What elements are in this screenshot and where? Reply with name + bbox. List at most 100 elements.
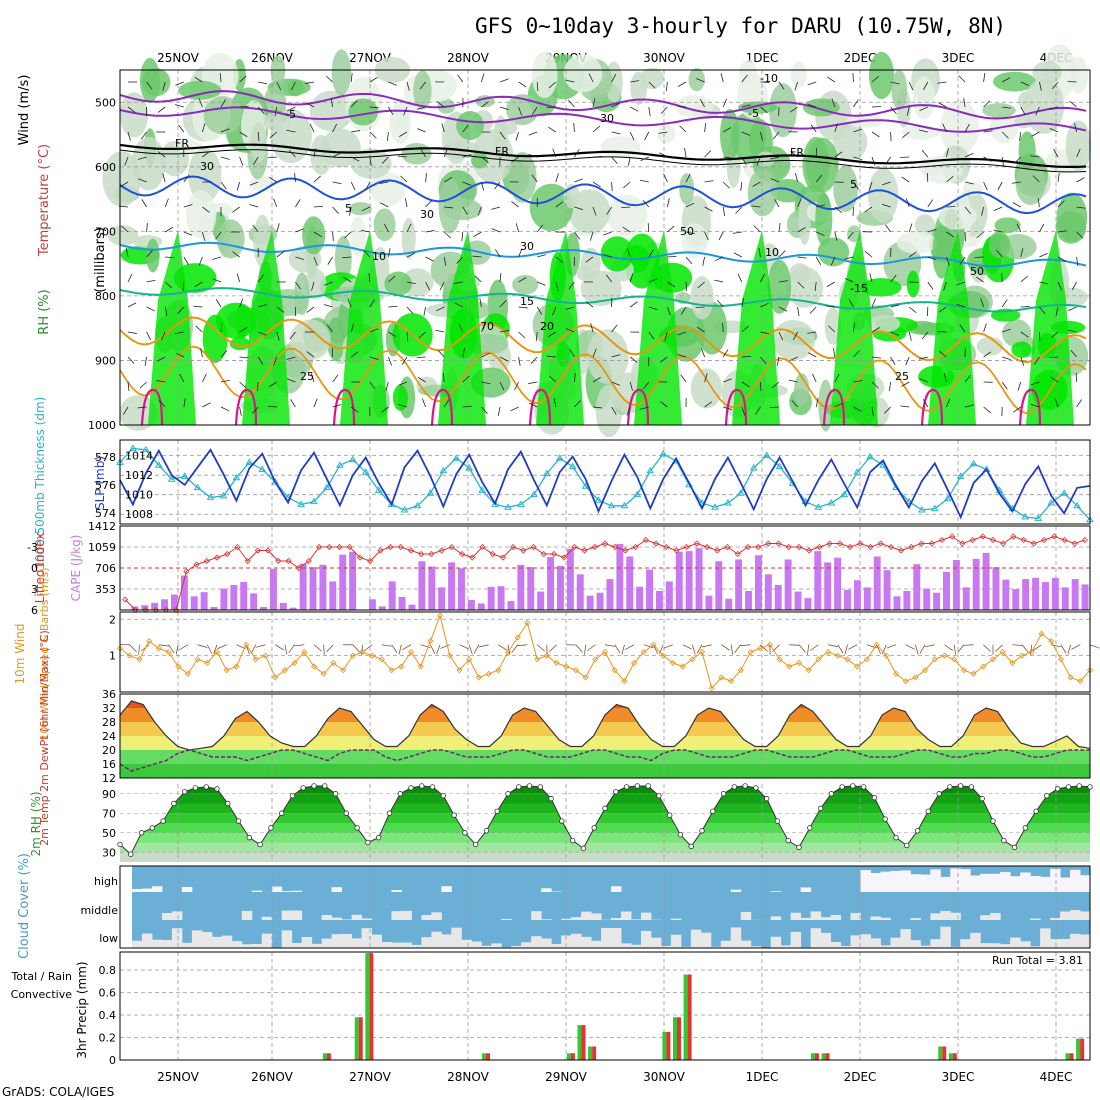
- surface-wind-barb: [129, 644, 137, 653]
- rh-blob: [498, 119, 518, 135]
- wind-barb: [258, 81, 268, 85]
- wind-barb: [137, 156, 147, 160]
- precip-total-bar: [938, 1046, 943, 1060]
- surface-wind-barb: [158, 644, 169, 647]
- wind-barb: [793, 331, 798, 341]
- wind-barb: [179, 373, 185, 383]
- precip-conv-label: Convective: [11, 988, 73, 1001]
- wind-barb: [696, 78, 705, 83]
- bottom-date-28NOV: 28NOV: [447, 1070, 489, 1084]
- wind-barb: [313, 398, 318, 408]
- temp-contour-30: [822, 388, 846, 426]
- wind-point: [233, 663, 240, 670]
- slp-tick-1012: 1012: [125, 469, 153, 482]
- high-cloud-bar: [251, 890, 263, 892]
- high-cloud-bar: [331, 887, 343, 892]
- wind-point: [698, 648, 706, 656]
- low-cloud-bar: [840, 946, 851, 948]
- rh-point: [311, 783, 317, 789]
- cape-bar: [824, 562, 832, 610]
- contour-label-19: 50: [970, 265, 984, 278]
- wind-barb: [194, 281, 203, 288]
- cape-bar: [764, 574, 772, 610]
- wind-barb: [212, 256, 222, 260]
- mid-cloud-bar: [361, 918, 372, 920]
- low-cloud-bar: [830, 941, 842, 948]
- rh-blob: [348, 98, 379, 126]
- thickness-point: [129, 444, 137, 451]
- wind-barb: [350, 100, 358, 108]
- cape-bar: [398, 596, 406, 610]
- high-cloud-bar: [960, 869, 971, 892]
- surface-wind-barb: [517, 644, 528, 647]
- wind-barb: [1035, 106, 1040, 116]
- wind-barb: [157, 106, 166, 113]
- wind-barb: [528, 381, 538, 384]
- wind-barb: [175, 104, 184, 108]
- thickness-point: [491, 500, 499, 507]
- wind-barb: [462, 124, 469, 133]
- rh-column: [1026, 230, 1074, 425]
- wind-barb: [332, 374, 339, 383]
- rh-blob: [771, 319, 816, 361]
- wind-barb: [592, 155, 603, 158]
- wind-barb: [1032, 175, 1040, 183]
- wind-barb: [1001, 156, 1004, 166]
- thickness-tick-574: 574: [95, 507, 116, 520]
- high-cloud-bar: [860, 870, 871, 892]
- wind-barb: [546, 355, 556, 358]
- surface-wind-barb: [255, 644, 266, 648]
- wind-point: [417, 663, 424, 670]
- temp-band: [120, 701, 1090, 708]
- cape-bar: [368, 599, 376, 610]
- low-cloud-bar: [261, 933, 273, 948]
- low-cloud-bar: [1060, 938, 1071, 948]
- wind-barb: [350, 406, 359, 413]
- low-cloud-bar: [870, 938, 881, 948]
- wind-barb: [406, 306, 414, 314]
- cape-bar: [339, 554, 347, 610]
- slp-ylabel: SLP (mb): [93, 456, 107, 510]
- wind-barb: [648, 331, 655, 340]
- wind-barb: [834, 206, 843, 213]
- li-point: [356, 554, 364, 561]
- li-point: [826, 540, 833, 547]
- mid-cloud-bar: [850, 912, 861, 920]
- low-cloud-bar: [201, 932, 213, 948]
- upper-air-ylabel-axis: (millibars): [93, 227, 108, 293]
- low-cloud-bar: [371, 934, 382, 948]
- cape-bar: [1071, 579, 1079, 610]
- wind-barb: [732, 231, 742, 234]
- low-cloud-bar: [241, 944, 253, 948]
- wind-barb: [778, 250, 786, 258]
- wind-point: [330, 659, 337, 666]
- contour-label-9: 10: [765, 246, 779, 259]
- precip-tick-0: 0: [109, 1054, 116, 1067]
- wind-barb: [1074, 123, 1077, 133]
- mid-cloud-bar: [670, 918, 682, 920]
- wind-barb: [518, 306, 528, 309]
- wind-barb: [964, 404, 974, 408]
- contour-label-6: 5: [345, 202, 352, 215]
- cape-bar: [151, 602, 159, 610]
- rh-point: [203, 784, 209, 790]
- thickness-point: [542, 469, 551, 477]
- wind-barb: [574, 373, 576, 383]
- rh-column: [732, 230, 780, 425]
- wind-barb: [202, 231, 206, 241]
- wind-barb: [289, 331, 296, 340]
- wind-barb: [162, 81, 166, 91]
- rh-blob: [902, 125, 940, 140]
- mid-cloud-bar: [241, 910, 253, 920]
- temp-contour-5: [119, 175, 1087, 215]
- wind-barb: [630, 80, 640, 83]
- rh-point: [860, 784, 867, 790]
- wind-point: [466, 656, 473, 663]
- wind-barb: [832, 348, 836, 358]
- surface-wind-barb: [1051, 644, 1062, 648]
- wind-barb: [1076, 206, 1086, 209]
- wind-barb: [678, 81, 687, 87]
- wind-barb: [361, 206, 370, 212]
- wind-barb: [756, 156, 761, 166]
- wind-barb: [120, 181, 129, 188]
